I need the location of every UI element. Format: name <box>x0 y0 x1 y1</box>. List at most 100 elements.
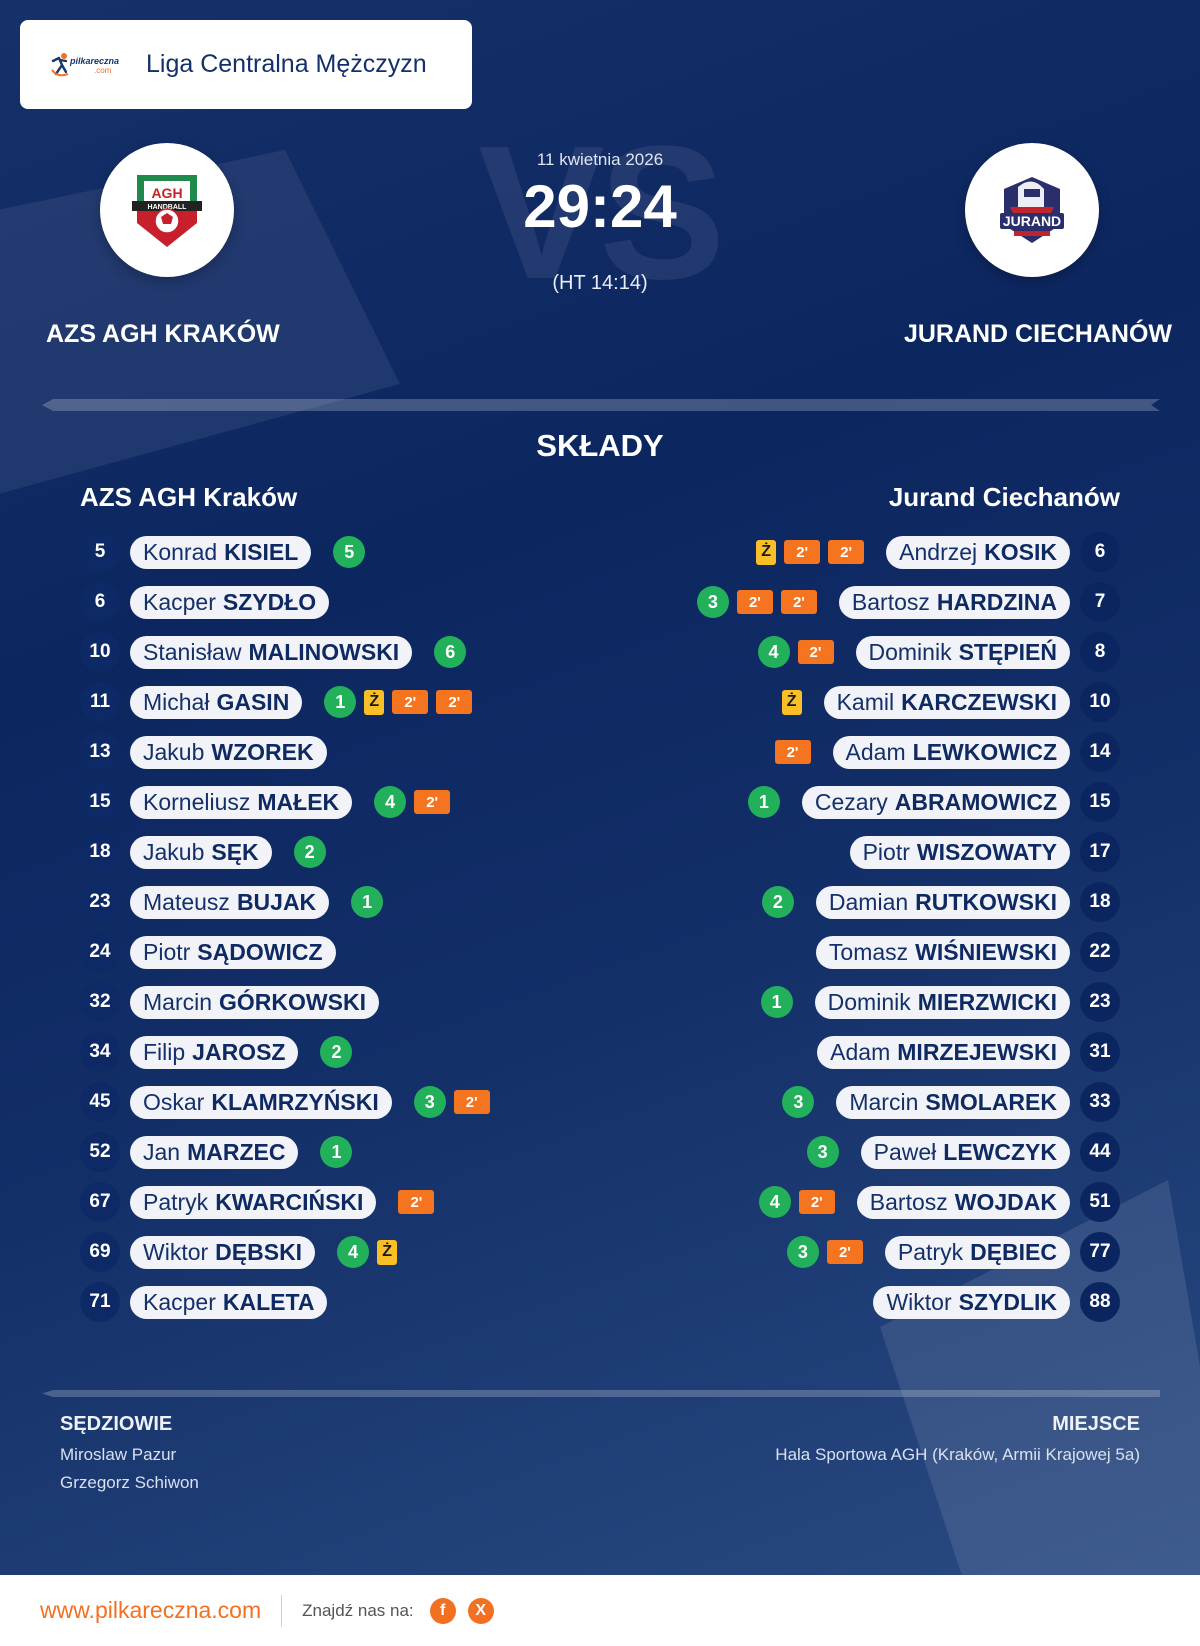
player-name[interactable]: Dominik STĘPIEŃ <box>855 635 1070 669</box>
player-name[interactable]: Michał GASIN <box>130 685 303 719</box>
player-first-name: Dominik <box>868 638 952 665</box>
jersey-number: 52 <box>80 1132 120 1172</box>
player-name[interactable]: Piotr SĄDOWICZ <box>130 935 336 969</box>
player-name[interactable]: Marcin SMOLAREK <box>836 1085 1070 1119</box>
jersey-number: 45 <box>80 1082 120 1122</box>
player-row: 3 2' Patryk DĘBIEC 77 <box>697 1227 1120 1277</box>
player-name[interactable]: Kamil KARCZEWSKI <box>823 685 1070 719</box>
player-first-name: Paweł <box>873 1138 937 1165</box>
player-first-name: Stanisław <box>143 638 242 665</box>
player-first-name: Konrad <box>143 538 218 565</box>
player-last-name: HARDZINA <box>936 588 1057 615</box>
player-first-name: Piotr <box>862 838 910 865</box>
jersey-number: 11 <box>80 682 120 722</box>
player-first-name: Jakub <box>143 738 205 765</box>
player-name[interactable]: Kacper SZYDŁO <box>130 585 330 619</box>
player-last-name: KISIEL <box>224 538 299 565</box>
player-first-name: Kacper <box>143 1288 216 1315</box>
goals-badge: 1 <box>324 686 357 718</box>
goals-badge: 5 <box>333 536 366 568</box>
player-name[interactable]: Damian RUTKOWSKI <box>815 885 1070 919</box>
goals-badge: 2 <box>293 836 326 868</box>
player-row: 52 Jan MARZEC 1 <box>80 1127 490 1177</box>
player-name[interactable]: Jakub SĘK <box>130 835 272 869</box>
player-name[interactable]: Oskar KLAMRZYŃSKI <box>130 1085 392 1119</box>
player-last-name: KARCZEWSKI <box>901 688 1057 715</box>
referees-label: SĘDZIOWIE <box>60 1413 173 1435</box>
player-row: 10 Stanisław MALINOWSKI 6 <box>80 627 490 677</box>
jersey-number: 71 <box>80 1282 120 1322</box>
player-first-name: Marcin <box>849 1088 919 1115</box>
handball-player-icon <box>51 52 69 76</box>
goals-badge: 3 <box>786 1236 819 1268</box>
match-date: 11 kwietnia 2026 <box>536 150 664 169</box>
jersey-number: 14 <box>1080 732 1120 772</box>
player-name[interactable]: Filip JAROSZ <box>130 1035 299 1069</box>
jersey-number: 18 <box>1080 882 1120 922</box>
player-first-name: Filip <box>143 1038 186 1065</box>
player-first-name: Patryk <box>143 1188 209 1215</box>
jersey-number: 6 <box>1080 532 1120 572</box>
player-last-name: WOJDAK <box>954 1188 1057 1215</box>
player-row: 2' Adam LEWKOWICZ 14 <box>697 727 1120 777</box>
player-first-name: Jakub <box>143 838 205 865</box>
player-name[interactable]: Mateusz BUJAK <box>130 885 330 919</box>
player-row: 32 Marcin GÓRKOWSKI <box>80 977 490 1027</box>
x-icon[interactable]: X <box>467 1597 494 1624</box>
player-name[interactable]: Kacper KALETA <box>130 1285 328 1319</box>
player-name[interactable]: Cezary ABRAMOWICZ <box>801 785 1070 819</box>
jersey-number: 77 <box>1080 1232 1120 1272</box>
svg-text:AGH: AGH <box>151 185 182 201</box>
player-name[interactable]: Adam LEWKOWICZ <box>832 735 1070 769</box>
jersey-number: 6 <box>80 582 120 622</box>
player-name[interactable]: Korneliusz MAŁEK <box>130 785 353 819</box>
halftime-score: (HT 14:14) <box>552 272 648 294</box>
player-name[interactable]: Tomasz WIŚNIEWSKI <box>815 935 1070 969</box>
referees-list: Miroslaw Pazur Grzegorz Schiwon <box>60 1441 199 1497</box>
player-name[interactable]: Patryk DĘBIEC <box>884 1235 1070 1269</box>
player-name[interactable]: Bartosz HARDZINA <box>838 585 1070 619</box>
player-row: 1 Dominik MIERZWICKI 23 <box>697 977 1120 1027</box>
player-first-name: Jan <box>143 1138 181 1165</box>
player-name[interactable]: Jakub WZOREK <box>130 735 327 769</box>
jersey-number: 23 <box>1080 982 1120 1022</box>
player-stats: 1 <box>747 786 780 818</box>
player-name[interactable]: Marcin GÓRKOWSKI <box>130 985 379 1019</box>
player-name[interactable]: Piotr WISZOWATY <box>849 835 1070 869</box>
player-name[interactable]: Patryk KWARCIŃSKI <box>130 1185 377 1219</box>
suspension-badge: 2' <box>774 740 811 764</box>
player-stats: 1 <box>760 986 793 1018</box>
player-first-name: Dominik <box>827 988 911 1015</box>
player-name[interactable]: Adam MIRZEJEWSKI <box>817 1035 1070 1069</box>
jersey-number: 13 <box>80 732 120 772</box>
facebook-icon[interactable]: f <box>429 1597 456 1624</box>
league-header-card: pilkareczna .com Liga Centralna Mężczyzn <box>20 20 472 109</box>
player-name[interactable]: Paweł LEWCZYK <box>860 1135 1070 1169</box>
player-row: 4 2' Bartosz WOJDAK 51 <box>697 1177 1120 1227</box>
pilkareczna-logo[interactable]: pilkareczna .com <box>50 50 122 80</box>
player-name[interactable]: Andrzej KOSIK <box>886 535 1070 569</box>
player-name[interactable]: Bartosz WOJDAK <box>856 1185 1070 1219</box>
goals-badge: 3 <box>806 1136 839 1168</box>
yellow-card-icon: Ż <box>364 689 385 715</box>
player-first-name: Oskar <box>143 1088 205 1115</box>
player-last-name: SZYDŁO <box>222 588 317 615</box>
player-name[interactable]: Jan MARZEC <box>130 1135 299 1169</box>
player-name[interactable]: Wiktor SZYDLIK <box>873 1285 1070 1319</box>
player-name[interactable]: Wiktor DĘBSKI <box>130 1235 316 1269</box>
website-link[interactable]: www.pilkareczna.com <box>40 1597 262 1623</box>
jersey-number: 88 <box>1080 1282 1120 1322</box>
suspension-badge: 2' <box>453 1090 490 1114</box>
player-stats: 3 2' 2' <box>696 586 817 618</box>
player-stats: 4 2' <box>757 636 834 668</box>
suspension-badge: 2' <box>436 690 473 714</box>
player-last-name: MIERZWICKI <box>917 988 1057 1015</box>
player-last-name: SĘK <box>211 838 259 865</box>
jersey-number: 23 <box>80 882 120 922</box>
player-name[interactable]: Stanisław MALINOWSKI <box>130 635 413 669</box>
player-name[interactable]: Konrad KISIEL <box>130 535 312 569</box>
player-first-name: Marcin <box>143 988 213 1015</box>
player-name[interactable]: Dominik MIERZWICKI <box>814 985 1070 1019</box>
player-last-name: ABRAMOWICZ <box>894 788 1057 815</box>
player-first-name: Adam <box>830 1038 891 1065</box>
